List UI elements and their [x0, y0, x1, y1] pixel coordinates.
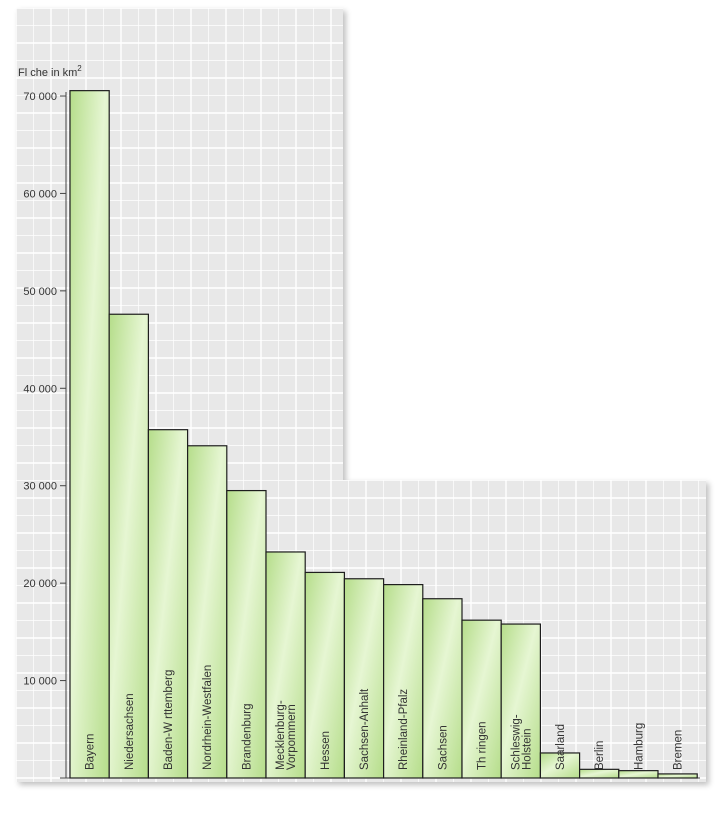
category-label: Th ringen: [477, 721, 489, 770]
y-tick-label: 20 000: [23, 578, 57, 590]
category-label: Brandenburg: [241, 704, 253, 771]
bar: [618, 770, 659, 779]
category-label: Mecklenburg-: [275, 700, 287, 770]
category-label: Sachsen: [437, 725, 449, 770]
category-label: Hessen: [320, 731, 332, 770]
category-label: Niedersachsen: [124, 693, 136, 770]
y-axis-title-superscript: 2: [77, 64, 82, 73]
category-label: Holstein: [521, 728, 533, 770]
bar: [657, 773, 698, 779]
category-labels: Bayern Niedersachsen Baden-W rttemberg Nord…: [85, 665, 685, 770]
category-label: Bayern: [85, 734, 97, 770]
bar: [187, 445, 228, 779]
y-tick-label: 10 000: [23, 676, 57, 688]
y-tick-label: 30 000: [23, 481, 57, 493]
category-label: Berlin: [594, 741, 606, 770]
category-label: Schleswig-: [510, 714, 522, 770]
bar: [539, 752, 581, 779]
category-label: Bremen: [673, 730, 685, 770]
bar: [304, 571, 346, 779]
bar: [226, 489, 267, 779]
y-tick-label: 50 000: [23, 286, 57, 298]
y-axis-title: Fl che in km2: [18, 64, 82, 79]
category-label: Saarland: [555, 724, 567, 770]
y-tick-label: 70 000: [23, 91, 57, 103]
category-label: Sachsen-Anhalt: [359, 688, 371, 770]
bar: [147, 429, 189, 779]
bars: [69, 90, 698, 779]
bar: [383, 584, 424, 779]
y-axis: 10 000 20 000 30 000 40 000 50 000 60 000 70 0…: [23, 91, 700, 779]
y-tick-label: 40 000: [23, 383, 57, 395]
bar: [108, 313, 149, 779]
category-label: Vorpommern: [286, 704, 298, 770]
category-label: Rheinland-Pfalz: [398, 689, 410, 770]
y-tick-label: 60 000: [23, 188, 57, 200]
category-label: Baden-W rttemberg: [163, 670, 175, 770]
bar: [265, 551, 306, 779]
bar: [69, 90, 110, 779]
bar: [500, 623, 542, 779]
category-label: Nordrhein-Westfalen: [202, 665, 214, 770]
category-label: Hamburg: [633, 723, 645, 770]
bar: [461, 619, 502, 779]
